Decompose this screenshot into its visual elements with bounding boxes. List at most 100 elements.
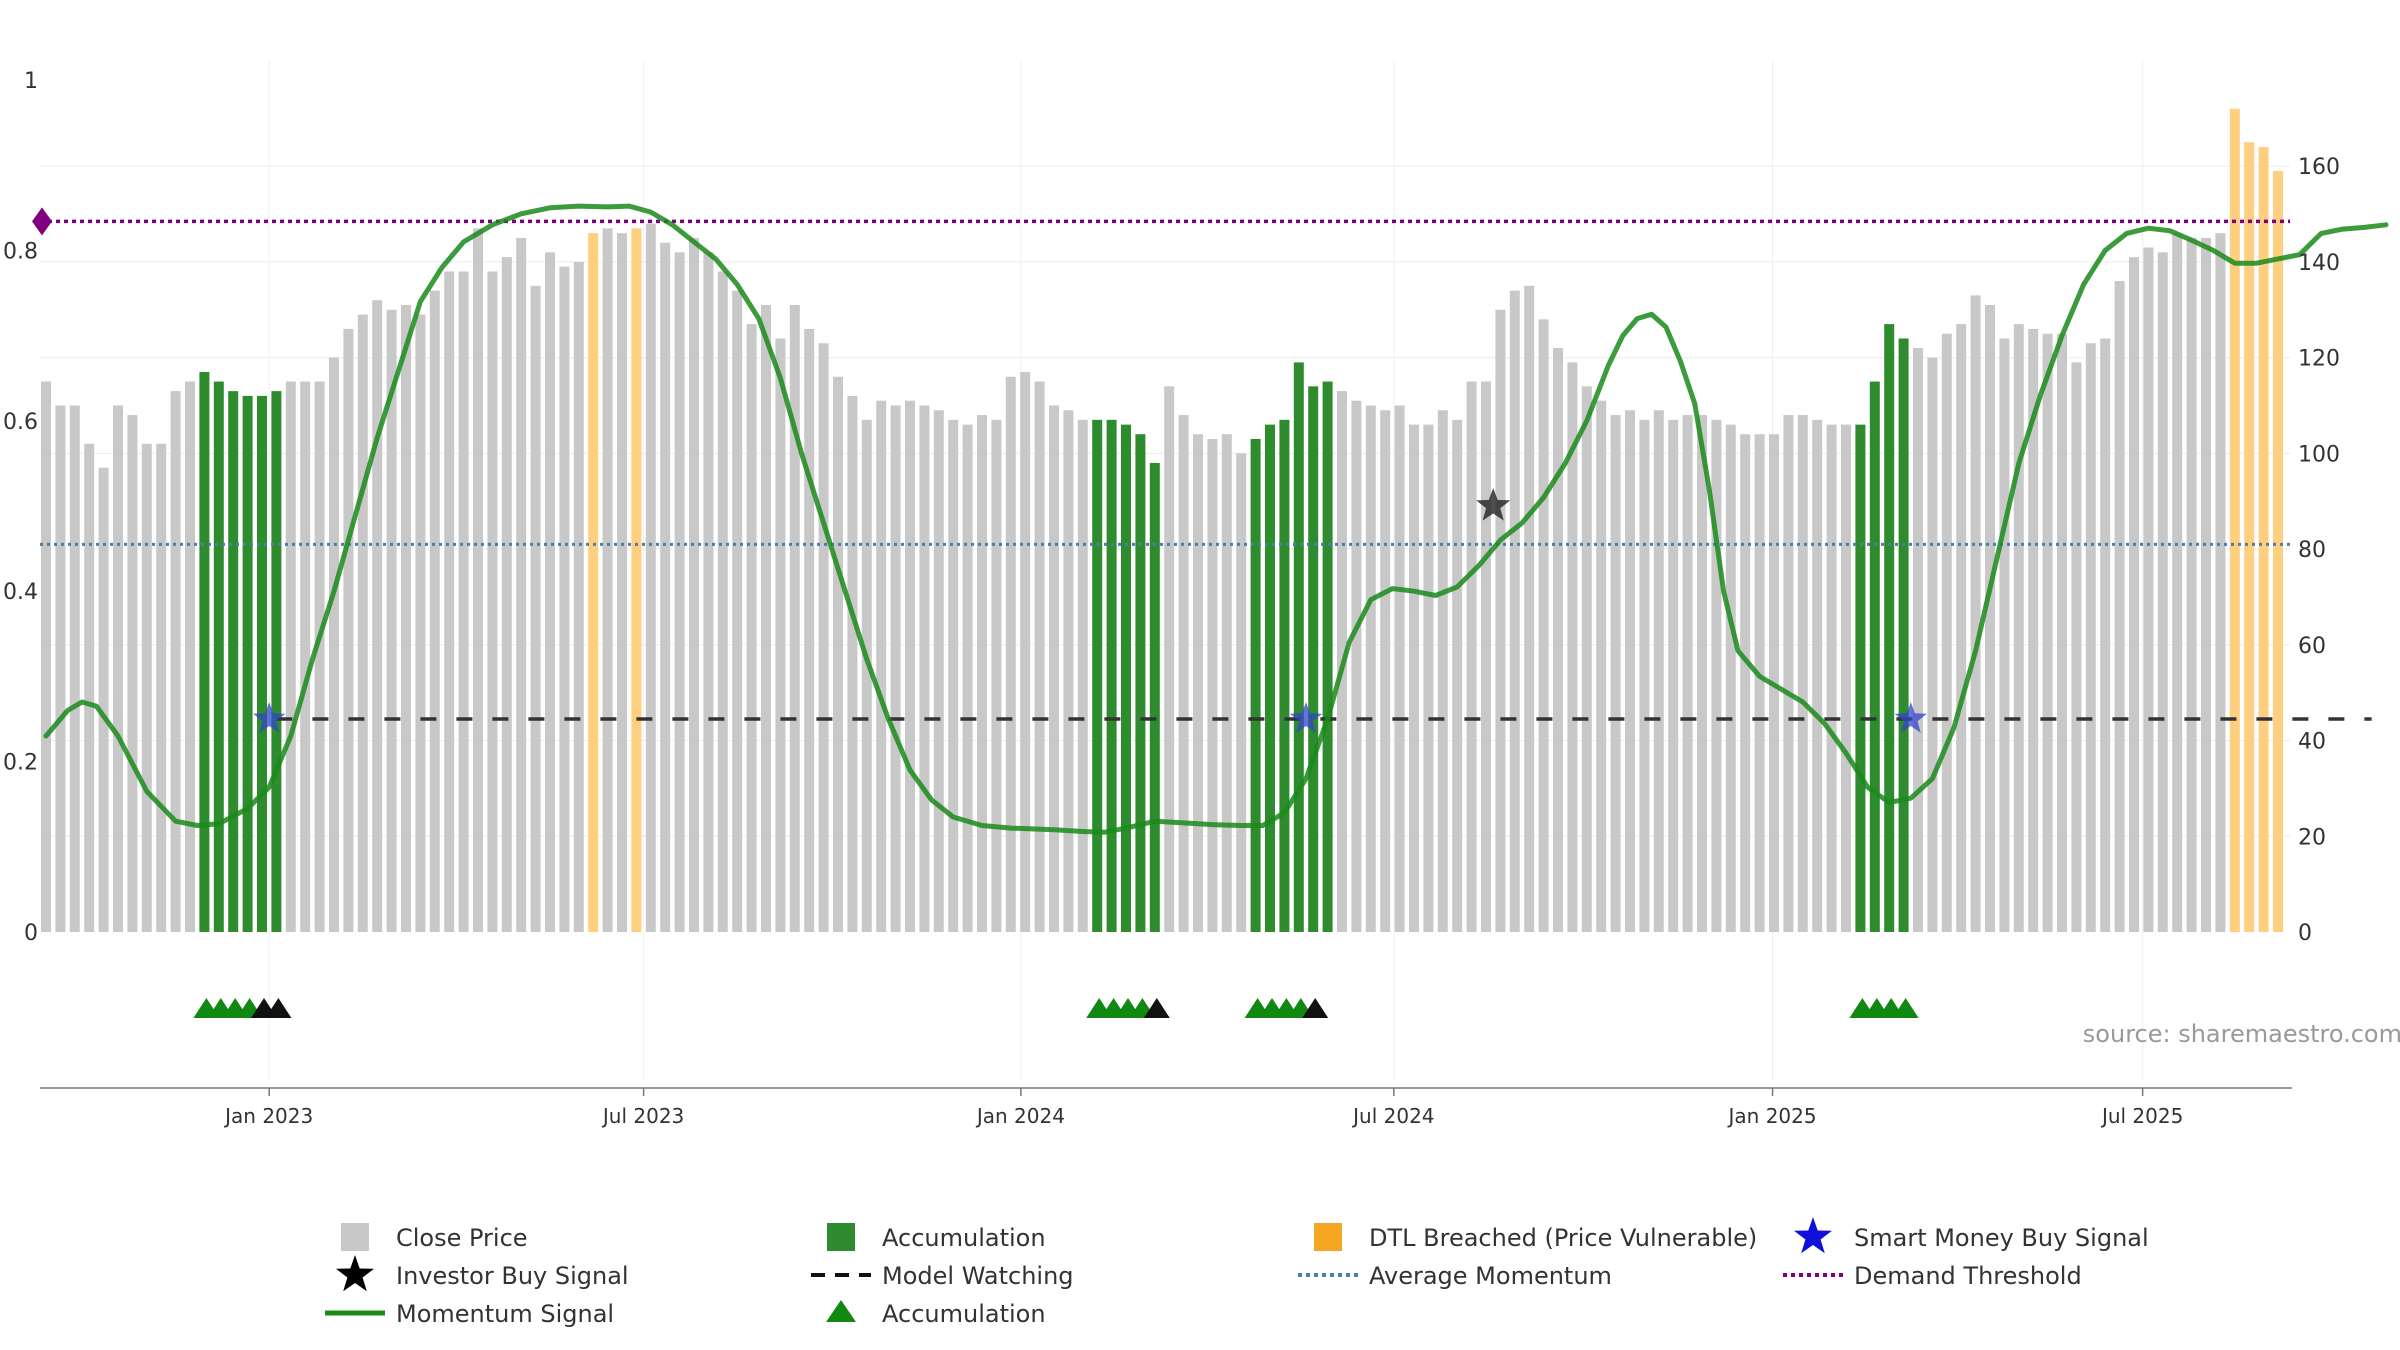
close-price-bar	[343, 328, 354, 932]
legend-item: Demand Threshold	[1783, 1262, 2082, 1290]
close-price-bar	[458, 271, 469, 932]
y-right-tick-label: 40	[2298, 730, 2326, 755]
close-price-bar	[401, 304, 411, 932]
legend-item: Momentum Signal	[325, 1300, 614, 1328]
y-left-tick-label: 0.2	[3, 751, 38, 776]
close-price-bar	[2100, 338, 2111, 932]
legend-label: Average Momentum	[1369, 1262, 1612, 1290]
close-price-bar	[962, 424, 973, 932]
close-price-bar	[2157, 252, 2168, 933]
close-price-bar	[1783, 415, 1794, 933]
close-price-bar	[1999, 338, 2010, 932]
close-price-bar	[818, 343, 829, 932]
accumulation-bar	[1106, 419, 1117, 933]
accumulation-bar	[1308, 386, 1319, 933]
close-price-bar	[2129, 257, 2139, 932]
close-price-bar	[1020, 371, 1031, 932]
close-price-bar	[1682, 415, 1693, 933]
accumulation-bar	[1149, 462, 1160, 932]
accumulation-bar	[1250, 438, 1261, 932]
close-price-bar	[1639, 419, 1650, 933]
legend-item: Accumulation	[827, 1223, 1046, 1252]
close-price-bar	[1970, 295, 1981, 932]
legend: Close Price Accumulation DTL Breached (Pri…	[325, 1217, 2149, 1328]
close-price-bar	[1351, 400, 1362, 932]
green-triangle-icon	[826, 1300, 856, 1322]
close-price-bar	[545, 252, 555, 933]
accumulation-triangle-black	[1302, 998, 1329, 1018]
close-price-bar	[1812, 419, 1823, 933]
accumulation-bar	[228, 391, 239, 932]
accumulation-bar	[1322, 381, 1333, 933]
y-right-tick-label: 140	[2298, 251, 2340, 276]
close-price-bar	[41, 381, 51, 933]
bars	[41, 108, 2283, 933]
smart-money-buy-star	[253, 702, 286, 733]
y-right-tick-label: 80	[2298, 538, 2326, 563]
close-price-bar	[487, 271, 498, 932]
legend-label: Accumulation	[882, 1300, 1046, 1328]
close-price-bar	[1409, 424, 1419, 932]
legend-label: Demand Threshold	[1854, 1262, 2082, 1290]
close-price-bar	[905, 400, 915, 932]
accumulation-triangle	[1892, 998, 1919, 1018]
accumulation-bar	[1884, 324, 1895, 932]
close-price-bar	[2042, 333, 2053, 932]
smart-money-buy-star	[1894, 702, 1927, 733]
legend-label: Model Watching	[882, 1262, 1074, 1290]
close-price-bar	[2186, 237, 2197, 932]
close-price-bar	[1625, 410, 1635, 932]
gray-square-icon	[341, 1223, 369, 1251]
accumulation-bar	[1293, 362, 1304, 932]
close-price-bar	[329, 357, 339, 932]
close-price-bar	[890, 405, 901, 932]
legend-label: Smart Money Buy Signal	[1854, 1224, 2149, 1252]
close-price-bar	[1553, 348, 1563, 933]
axes: 0 0.2 0.4 0.6 0.8 1 0 20 40 60 80 100 120 140 160 Jan 2…	[3, 69, 2340, 1128]
accumulation-bar	[1265, 424, 1275, 932]
close-price-bar	[1697, 415, 1707, 933]
y-right-tick-label: 120	[2298, 347, 2340, 372]
close-price-bar	[1049, 405, 1059, 932]
close-price-bar	[559, 266, 570, 932]
close-price-bar	[127, 415, 138, 933]
close-price-bar	[1380, 410, 1391, 932]
demand-threshold-marker	[32, 207, 52, 236]
close-price-bar	[84, 443, 95, 932]
momentum-signal	[43, 203, 2389, 835]
close-price-bar	[761, 304, 771, 932]
y-right-tick-label: 20	[2298, 825, 2326, 850]
close-price-bar	[1913, 348, 1923, 933]
accumulation-bar	[213, 381, 224, 933]
close-price-bar	[1826, 424, 1837, 932]
close-price-bar	[2057, 333, 2067, 932]
x-tick-label: Jul 2024	[1351, 1104, 1434, 1128]
close-price-bar	[1077, 419, 1088, 933]
close-price-bar	[1178, 415, 1189, 933]
close-price-bar	[717, 271, 728, 932]
close-price-bar	[602, 228, 613, 932]
close-price-bar	[285, 381, 296, 933]
accumulation-bar	[1135, 434, 1146, 932]
y-left-tick-label: 0.6	[3, 410, 38, 435]
close-price-bar	[1481, 381, 1491, 933]
close-price-bar	[1005, 376, 1016, 932]
close-price-bar	[516, 237, 527, 932]
accumulation-bar	[271, 391, 282, 932]
close-price-bar	[933, 410, 944, 932]
x-tick-label: Jan 2023	[223, 1104, 313, 1128]
legend-label: DTL Breached (Price Vulnerable)	[1369, 1224, 1757, 1252]
close-price-bar	[861, 419, 872, 933]
y-left-tick-label: 1	[24, 69, 38, 94]
accumulation-bar	[199, 371, 210, 932]
close-price-bar	[300, 381, 311, 933]
close-price-bar	[1207, 438, 1218, 932]
source-label: source: sharemaestro.com	[2083, 1020, 2400, 1048]
x-tick-label: Jul 2025	[2100, 1104, 2183, 1128]
close-price-bar	[876, 400, 887, 932]
accumulation-bar	[1279, 419, 1290, 933]
close-price-bar	[660, 242, 671, 932]
momentum-signal-line	[43, 203, 2389, 835]
close-price-bar	[1596, 400, 1607, 932]
accumulation-bar	[242, 395, 253, 932]
